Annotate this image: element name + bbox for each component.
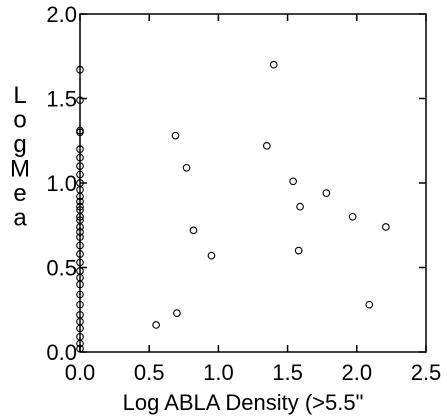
plot-frame bbox=[79, 13, 427, 353]
data-point bbox=[76, 290, 84, 299]
x-tick-label: 1.5 bbox=[272, 360, 303, 385]
data-point bbox=[76, 212, 84, 221]
data-point bbox=[152, 321, 160, 329]
data-point bbox=[76, 241, 84, 250]
data-point bbox=[173, 309, 181, 317]
y-axis-title-letter: e bbox=[13, 180, 26, 207]
y-tick-label: 2.0 bbox=[46, 2, 77, 27]
data-point bbox=[76, 280, 84, 289]
x-axis-title: Log ABLA Density (>5.5" bbox=[123, 390, 364, 415]
data-point bbox=[76, 223, 84, 231]
y-tick-label: 1.0 bbox=[46, 171, 77, 196]
data-point bbox=[76, 145, 84, 154]
data-point bbox=[76, 197, 84, 206]
data-point bbox=[382, 223, 390, 231]
y-tick-label: 0.0 bbox=[46, 340, 77, 365]
x-tick-label: 2.5 bbox=[411, 360, 442, 385]
y-tick-labels: 0.0 0.5 1.0 1.5 2.0 bbox=[46, 2, 77, 365]
data-point bbox=[76, 344, 84, 353]
y-axis-title-letter: a bbox=[13, 205, 27, 232]
data-point bbox=[76, 170, 84, 179]
data-point bbox=[76, 300, 84, 309]
data-point bbox=[294, 246, 303, 255]
data-point bbox=[76, 192, 84, 201]
data-point bbox=[189, 226, 198, 235]
y-axis-title-letter: L bbox=[13, 82, 26, 109]
y-tick-label: 1.5 bbox=[46, 87, 77, 112]
x-tick-labels: 0.0 0.5 1.0 1.5 2.0 2.5 bbox=[65, 360, 442, 385]
x-tick-label: 0.5 bbox=[134, 360, 165, 385]
x-tick-label: 0.0 bbox=[65, 360, 96, 385]
data-point bbox=[76, 339, 84, 348]
data-point bbox=[76, 153, 84, 162]
y-axis-title-letter: g bbox=[13, 131, 26, 158]
data-point bbox=[289, 177, 297, 186]
data-point bbox=[348, 212, 357, 221]
y-axis-title-letter: M bbox=[10, 156, 30, 183]
data-point bbox=[207, 251, 216, 260]
data-point bbox=[171, 131, 180, 140]
data-point bbox=[76, 228, 84, 236]
data-points bbox=[76, 60, 390, 353]
axis-ticks bbox=[79, 13, 427, 353]
data-point bbox=[76, 324, 84, 333]
data-point bbox=[76, 162, 84, 170]
data-point bbox=[76, 258, 84, 267]
data-point bbox=[262, 141, 271, 150]
data-point bbox=[76, 128, 84, 137]
y-axis-title-letter: o bbox=[13, 107, 26, 134]
data-point bbox=[322, 189, 331, 197]
data-point bbox=[296, 202, 304, 211]
x-tick-label: 1.0 bbox=[203, 360, 234, 385]
data-point bbox=[76, 202, 84, 211]
x-tick-label: 2.0 bbox=[342, 360, 373, 385]
data-point bbox=[182, 163, 191, 172]
data-point bbox=[365, 300, 374, 309]
data-point bbox=[76, 233, 84, 241]
data-point bbox=[76, 65, 84, 74]
data-point bbox=[269, 60, 278, 69]
y-tick-label: 0.5 bbox=[46, 256, 77, 281]
data-point bbox=[76, 96, 84, 105]
data-point bbox=[76, 250, 84, 258]
